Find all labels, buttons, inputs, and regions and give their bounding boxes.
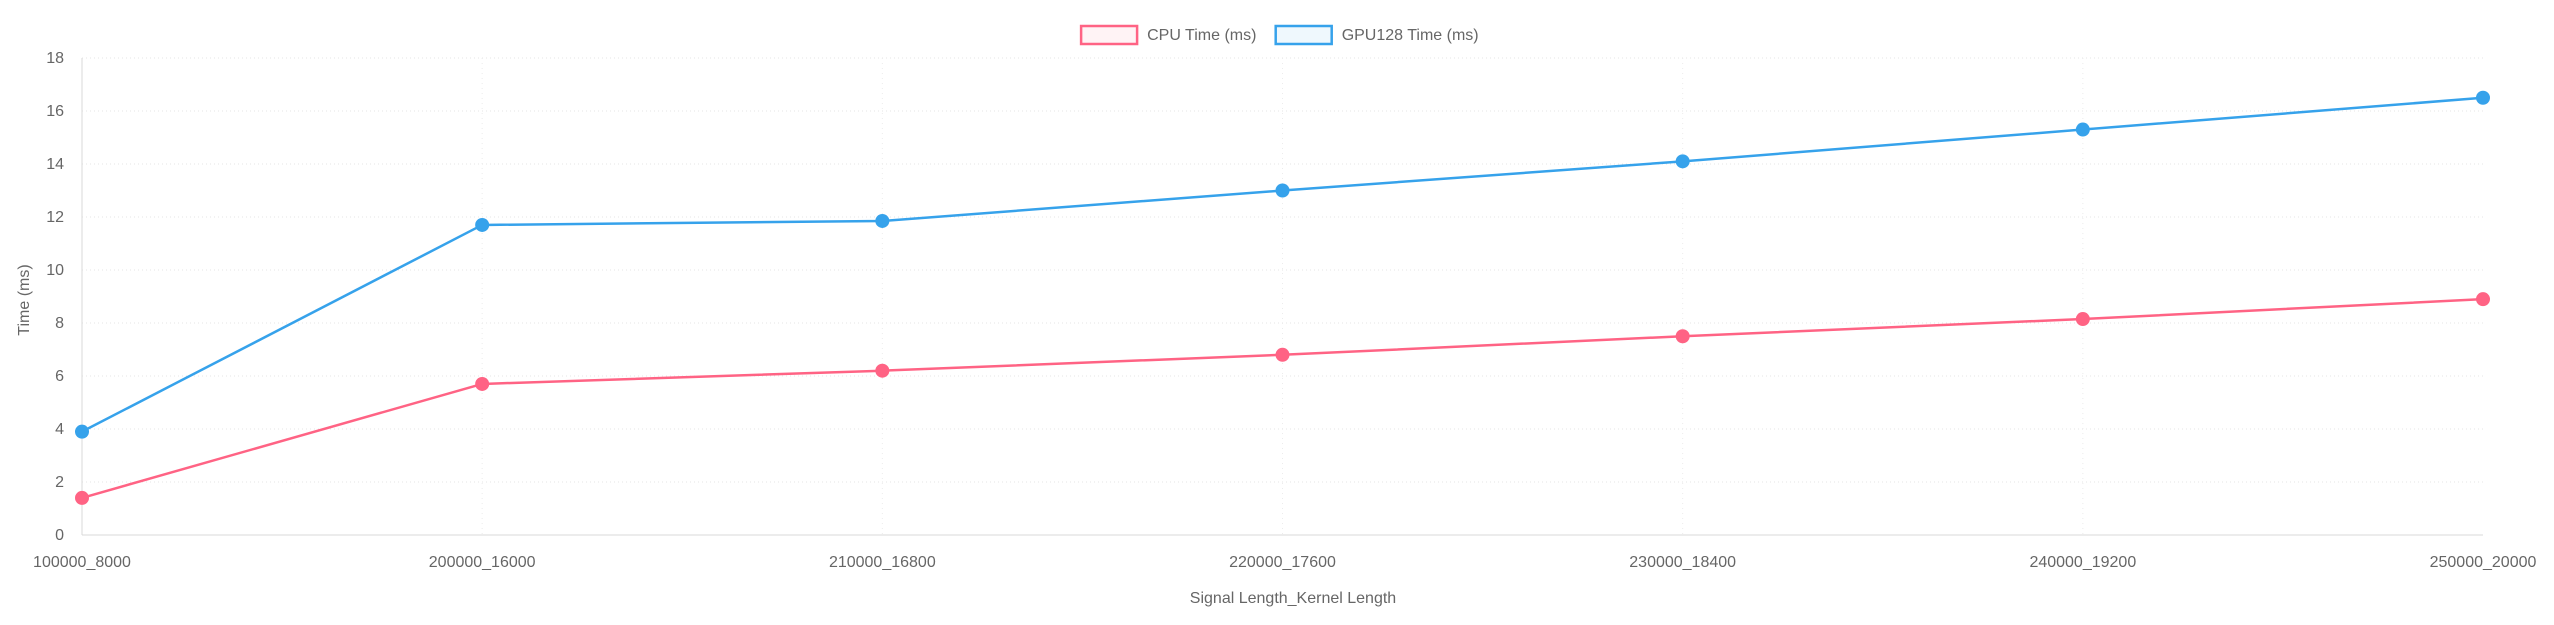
y-tick-label: 10 xyxy=(46,262,64,279)
legend-swatch-cpu xyxy=(1079,24,1139,46)
y-tick-label: 6 xyxy=(55,368,64,385)
data-point-gpu[interactable] xyxy=(2476,90,2490,105)
data-point-cpu[interactable] xyxy=(2476,292,2490,307)
data-point-gpu[interactable] xyxy=(475,217,490,232)
x-tick-label: 220000_17600 xyxy=(1229,554,1336,571)
x-tick-label: 230000_18400 xyxy=(1629,554,1736,571)
data-point-gpu[interactable] xyxy=(2075,122,2090,137)
y-tick-label: 8 xyxy=(55,315,64,332)
x-tick-label: 240000_19200 xyxy=(2029,554,2136,571)
y-tick-label: 0 xyxy=(55,527,64,544)
data-point-cpu[interactable] xyxy=(75,490,89,505)
x-tick-label: 100000_8000 xyxy=(33,554,131,571)
x-tick-label: 250000_20000 xyxy=(2430,554,2537,571)
x-axis-title: Signal Length_Kernel Length xyxy=(1190,590,1396,607)
y-tick-label: 16 xyxy=(46,103,64,120)
data-point-cpu[interactable] xyxy=(1275,347,1290,362)
y-tick-label: 4 xyxy=(55,421,64,438)
legend-item-gpu[interactable]: GPU128 Time (ms) xyxy=(1274,24,1479,46)
legend-label-cpu: CPU Time (ms) xyxy=(1147,27,1256,44)
data-point-cpu[interactable] xyxy=(875,363,890,378)
y-tick-label: 14 xyxy=(46,156,64,173)
legend[interactable]: CPU Time (ms) GPU128 Time (ms) xyxy=(1079,24,1479,46)
legend-label-gpu: GPU128 Time (ms) xyxy=(1342,27,1479,44)
data-point-gpu[interactable] xyxy=(1675,154,1690,169)
y-tick-label: 2 xyxy=(55,474,64,491)
series-layer xyxy=(75,90,2490,505)
data-point-cpu[interactable] xyxy=(475,376,490,391)
x-tick-label: 210000_16800 xyxy=(829,554,936,571)
data-point-cpu[interactable] xyxy=(1675,329,1690,344)
x-tick-label: 200000_16000 xyxy=(429,554,536,571)
data-point-cpu[interactable] xyxy=(2075,312,2090,327)
data-point-gpu[interactable] xyxy=(1275,183,1290,198)
legend-item-cpu[interactable]: CPU Time (ms) xyxy=(1079,24,1256,46)
data-point-gpu[interactable] xyxy=(875,213,890,228)
axis-layer: 0 2 4 6 8 10 12 14 16 18 100000_8000 200000_16000 21… xyxy=(33,50,2536,571)
y-tick-label: 18 xyxy=(46,50,64,67)
y-axis-title: Time (ms) xyxy=(16,264,33,335)
series-line-gpu xyxy=(81,96,2484,433)
y-tick-label: 12 xyxy=(46,209,64,226)
legend-swatch-gpu xyxy=(1274,24,1333,46)
data-point-gpu[interactable] xyxy=(75,424,89,439)
grid-layer xyxy=(82,57,2483,535)
